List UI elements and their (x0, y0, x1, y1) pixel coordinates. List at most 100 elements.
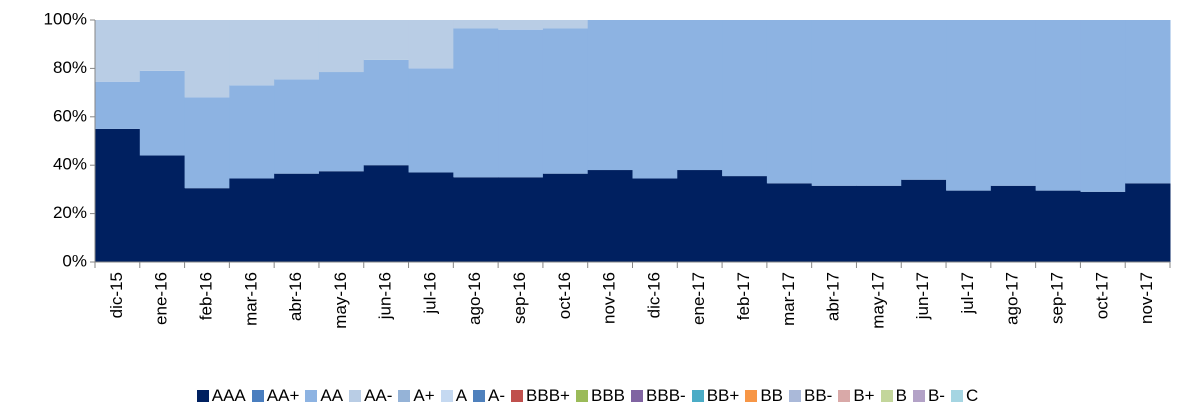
legend-swatch (473, 390, 486, 402)
bar-segment (453, 28, 499, 178)
legend-swatch (789, 390, 801, 402)
legend-swatch (745, 390, 758, 402)
bar-segment (632, 178, 678, 262)
legend-swatch (838, 390, 851, 402)
bar-segment (229, 178, 275, 262)
bar-segment (990, 20, 1037, 186)
x-tick-label: jun-17 (913, 272, 932, 320)
bar-segment (542, 173, 589, 262)
bar-segment (139, 20, 186, 71)
legend-swatch (631, 390, 644, 402)
legend-label: BBB- (646, 386, 686, 405)
bar-segment (1125, 183, 1171, 262)
bar-segment (95, 128, 141, 262)
bar-segment (1080, 20, 1126, 192)
legend-item: BBB (575, 386, 626, 406)
bar-segment (946, 20, 992, 191)
legend-label: AA- (364, 386, 393, 405)
legend-label: BB (760, 386, 783, 405)
bar-segment (587, 20, 633, 171)
x-tick-label: jul-16 (420, 272, 439, 315)
legend-swatch (305, 390, 318, 402)
legend-label: A (455, 386, 468, 405)
bar-segment (363, 20, 410, 60)
bar-segment (498, 177, 544, 262)
bar-segment (811, 185, 857, 262)
legend-swatch (691, 390, 704, 402)
bar-segment (766, 20, 813, 184)
bar-segment (722, 20, 768, 177)
x-tick-label: feb-17 (734, 272, 753, 320)
y-tick-label: 80% (53, 58, 87, 77)
legend: AAA AA+ AA AA- A+ A A- BBB+ BBB BBB- BB+ BB BB- B+ B B-… (0, 386, 1181, 406)
legend-item: A- (473, 386, 505, 406)
legend-label: B- (927, 386, 945, 405)
bar-segment (990, 185, 1037, 262)
bar-segment (811, 20, 857, 186)
legend-label: A- (488, 386, 506, 405)
x-tick-label: abr-16 (286, 272, 305, 321)
legend-item: BB- (789, 386, 832, 406)
bar-segment (184, 97, 230, 189)
bar-segment (856, 185, 902, 262)
bar-segment (453, 177, 499, 262)
x-tick-label: mar-16 (241, 272, 260, 326)
legend-swatch (912, 390, 925, 402)
x-tick-label: ago-17 (1003, 272, 1022, 325)
x-tick-label: mar-17 (779, 272, 798, 326)
legend-item: AA- (349, 386, 392, 406)
x-tick-label: may-16 (331, 272, 350, 329)
bar-segment (318, 171, 365, 262)
legend-label: AAA (211, 386, 246, 405)
bar-segment (542, 20, 589, 29)
legend-swatch (196, 390, 209, 402)
legend-swatch (398, 390, 411, 402)
bar-segment (408, 20, 454, 69)
bar-segment (318, 72, 365, 172)
legend-item: BBB+ (511, 386, 570, 406)
bar-segment (408, 172, 454, 262)
legend-label: B+ (853, 386, 875, 405)
bar-segment (139, 70, 186, 156)
legend-swatch (950, 390, 963, 402)
y-tick-label: 40% (53, 155, 87, 174)
legend-swatch (251, 390, 264, 402)
x-tick-label: ene-17 (689, 272, 708, 325)
bar-segment (139, 155, 186, 262)
legend-item: BB+ (691, 386, 739, 406)
bar-segment (498, 29, 544, 178)
bar-segment (318, 20, 365, 73)
legend-item: B- (912, 386, 945, 406)
legend-label: C (965, 386, 979, 405)
bar-segment (677, 20, 723, 171)
legend-swatch (440, 390, 453, 402)
legend-label: BBB (590, 386, 626, 405)
bar-segment (946, 190, 992, 262)
x-tick-label: abr-17 (824, 272, 843, 321)
x-tick-label: oct-17 (1092, 272, 1111, 319)
legend-label: AA (320, 386, 344, 405)
bar-segment (677, 170, 723, 262)
x-tick-label: oct-16 (555, 272, 574, 319)
chart: 0% 20% 40% 60% 80% 100% dic-15 ene-16 feb-16 mar-… (44, 9, 1171, 329)
legend-swatch (880, 390, 893, 402)
legend-label: BB- (804, 386, 833, 405)
bar-segment (901, 179, 947, 262)
legend-item: AA (305, 386, 343, 406)
x-tick-label: nov-16 (600, 272, 619, 324)
bar-segment (229, 85, 275, 179)
bar-segment (229, 20, 275, 86)
bar-segment (901, 20, 947, 180)
x-tick-label: nov-17 (1137, 272, 1156, 324)
x-tick-label: sep-17 (1048, 272, 1067, 324)
y-tick-label: 100% (44, 9, 87, 28)
bar-segment (498, 20, 544, 30)
bar-segment (766, 183, 813, 262)
legend-label: BBB+ (526, 386, 570, 405)
y-tick-label: 20% (53, 203, 87, 222)
legend-item: BB (745, 386, 783, 406)
legend-item: A (440, 386, 468, 406)
bar-segment (95, 81, 141, 129)
bar-segment (856, 20, 902, 186)
